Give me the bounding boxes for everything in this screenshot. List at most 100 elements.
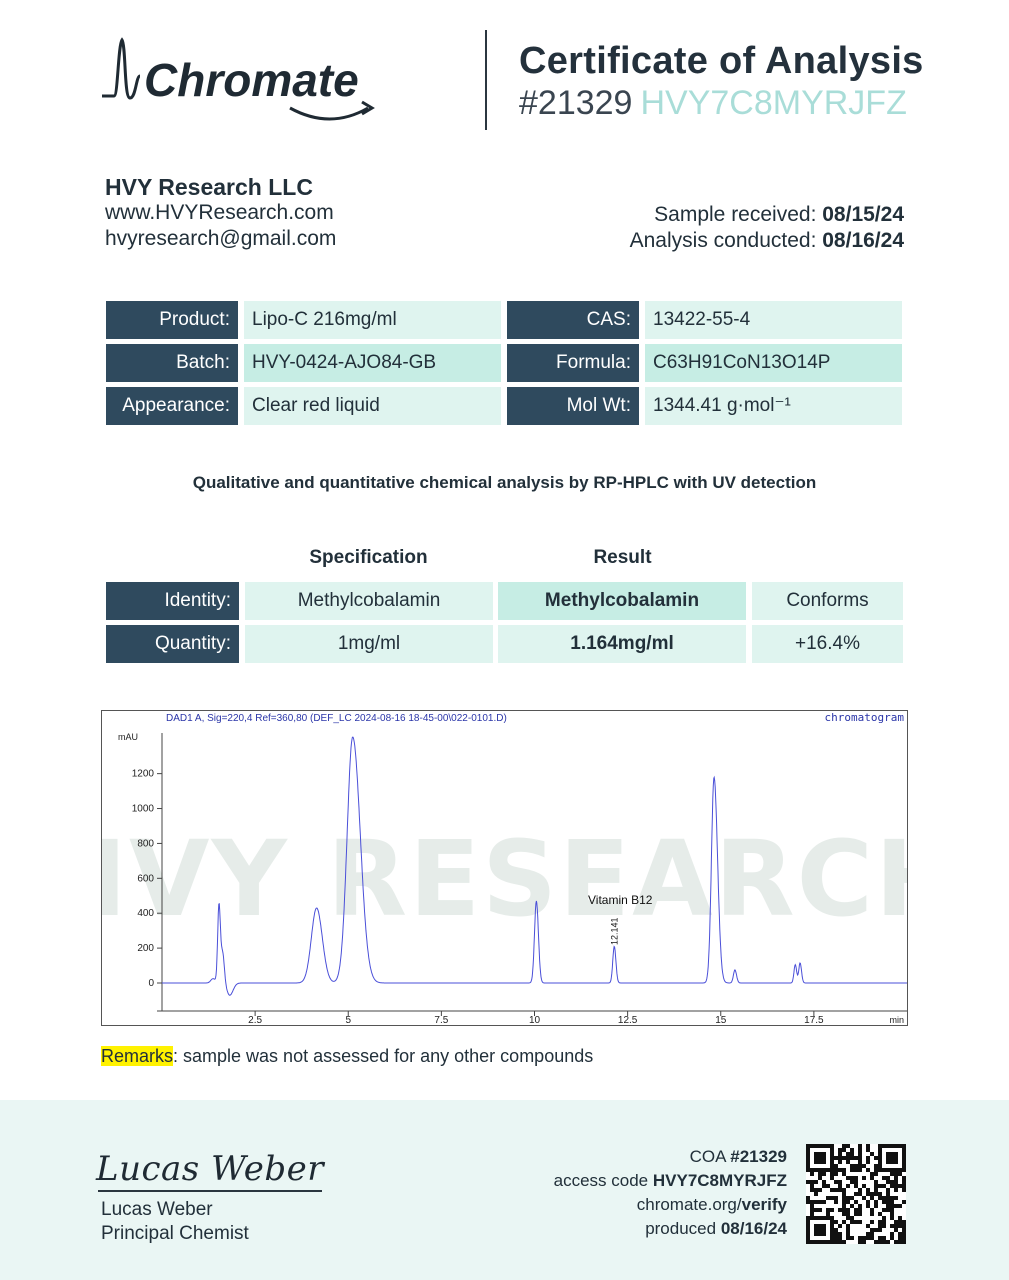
qr-module xyxy=(890,1208,894,1212)
qr-module xyxy=(858,1240,862,1244)
qr-module xyxy=(870,1220,874,1224)
qr-module xyxy=(902,1236,906,1240)
qr-module xyxy=(898,1236,902,1240)
qr-module xyxy=(882,1216,886,1220)
qr-module xyxy=(834,1168,838,1172)
qr-module xyxy=(874,1180,878,1184)
qr-module xyxy=(846,1200,850,1204)
verify-link[interactable]: chromate.org/verify xyxy=(636,1195,787,1214)
qr-module xyxy=(830,1152,834,1156)
qr-module xyxy=(822,1172,826,1176)
qr-module xyxy=(858,1236,862,1240)
qr-module xyxy=(894,1160,898,1164)
coa-line: COA #21329 xyxy=(689,1147,787,1166)
specification-header: Specification xyxy=(309,547,428,568)
qr-module xyxy=(846,1216,850,1220)
quantity-result: 1.164mg/ml xyxy=(498,625,746,663)
qr-module xyxy=(842,1156,846,1160)
qr-module xyxy=(842,1144,846,1148)
x-tick-label: 2.5 xyxy=(248,1015,262,1025)
qr-module xyxy=(814,1192,818,1196)
quantity-spec: 1mg/ml xyxy=(245,625,493,663)
qr-module xyxy=(806,1236,810,1240)
qr-module xyxy=(894,1228,898,1232)
qr-module xyxy=(866,1156,870,1160)
qr-module xyxy=(902,1188,906,1192)
qr-module xyxy=(890,1160,894,1164)
qr-module xyxy=(854,1184,858,1188)
qr-code-icon[interactable] xyxy=(806,1144,906,1244)
qr-module xyxy=(842,1220,846,1224)
qr-module xyxy=(874,1156,878,1160)
qr-module xyxy=(874,1184,878,1188)
qr-module xyxy=(814,1208,818,1212)
qr-module xyxy=(902,1144,906,1148)
qr-module xyxy=(810,1216,814,1220)
qr-module xyxy=(878,1184,882,1188)
qr-module xyxy=(818,1176,822,1180)
qr-module xyxy=(866,1200,870,1204)
qr-module xyxy=(846,1196,850,1200)
qr-module xyxy=(830,1160,834,1164)
qr-module xyxy=(858,1144,862,1148)
qr-module xyxy=(850,1156,854,1160)
qr-module xyxy=(818,1200,822,1204)
qr-module xyxy=(826,1216,830,1220)
qr-module xyxy=(818,1232,822,1236)
qr-module xyxy=(890,1144,894,1148)
qr-module xyxy=(846,1236,850,1240)
quantity-label: Quantity: xyxy=(106,625,239,663)
client-website[interactable]: www.HVYResearch.com xyxy=(105,201,334,224)
product-label: Product: xyxy=(106,301,238,339)
qr-module xyxy=(830,1144,834,1148)
qr-module xyxy=(858,1212,862,1216)
qr-module xyxy=(814,1156,818,1160)
qr-module xyxy=(810,1188,814,1192)
client-email[interactable]: hvyresearch@gmail.com xyxy=(105,227,337,250)
qr-module xyxy=(846,1156,850,1160)
qr-module xyxy=(894,1224,898,1228)
qr-module xyxy=(822,1168,826,1172)
qr-module xyxy=(878,1164,882,1168)
qr-module xyxy=(838,1236,842,1240)
qr-module xyxy=(862,1184,866,1188)
qr-module xyxy=(902,1240,906,1244)
qr-module xyxy=(882,1224,886,1228)
qr-module xyxy=(830,1168,834,1172)
client-name: HVY Research LLC xyxy=(105,174,313,200)
qr-module xyxy=(894,1196,898,1200)
qr-module xyxy=(890,1232,894,1236)
qr-module xyxy=(850,1236,854,1240)
chart-tag: chromatogram xyxy=(825,711,905,724)
received-line: Sample received: 08/15/24 xyxy=(654,203,904,226)
qr-module xyxy=(858,1220,862,1224)
qr-module xyxy=(854,1168,858,1172)
qr-module xyxy=(890,1200,894,1204)
conducted-date: 08/16/24 xyxy=(822,229,904,252)
qr-module xyxy=(902,1232,906,1236)
qr-module xyxy=(886,1240,890,1244)
qr-module xyxy=(850,1204,854,1208)
qr-module xyxy=(826,1168,830,1172)
qr-module xyxy=(838,1208,842,1212)
qr-module xyxy=(846,1228,850,1232)
qr-module xyxy=(886,1144,890,1148)
qr-module xyxy=(894,1180,898,1184)
qr-module xyxy=(818,1224,822,1228)
qr-module xyxy=(858,1152,862,1156)
product-value: Lipo-C 216mg/ml xyxy=(244,301,501,339)
qr-module xyxy=(902,1200,906,1204)
qr-module xyxy=(874,1204,878,1208)
qr-module xyxy=(818,1188,822,1192)
qr-module xyxy=(810,1212,814,1216)
qr-module xyxy=(902,1160,906,1164)
qr-module xyxy=(890,1216,894,1220)
qr-module xyxy=(814,1216,818,1220)
qr-module xyxy=(862,1236,866,1240)
qr-module xyxy=(886,1156,890,1160)
qr-module xyxy=(810,1240,814,1244)
y-axis-label: mAU xyxy=(118,732,138,742)
chromate-logo: Chromate xyxy=(102,37,375,121)
qr-module xyxy=(898,1144,902,1148)
qr-module xyxy=(826,1208,830,1212)
